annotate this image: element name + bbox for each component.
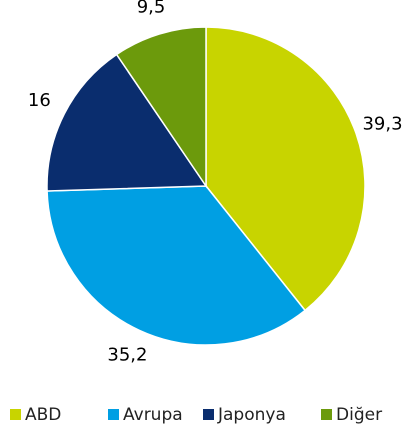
data-label: 39,3 [362, 113, 402, 134]
pie-slice [46, 185, 307, 346]
pie-slice [205, 26, 366, 312]
legend-label: Diğer [336, 405, 382, 425]
legend-label: ABD [25, 405, 61, 425]
legend-label: Avrupa [123, 405, 183, 425]
pie-slice [46, 53, 208, 192]
legend-swatch [321, 409, 332, 420]
legend-swatch [203, 409, 214, 420]
data-label: 16 [28, 90, 51, 111]
data-label: 35,2 [107, 345, 147, 366]
legend-swatch [10, 409, 21, 420]
pie-slice [115, 26, 207, 189]
legend-label: Japonya [217, 405, 286, 425]
legend-swatch [108, 409, 119, 420]
data-label: 9,5 [137, 0, 166, 17]
